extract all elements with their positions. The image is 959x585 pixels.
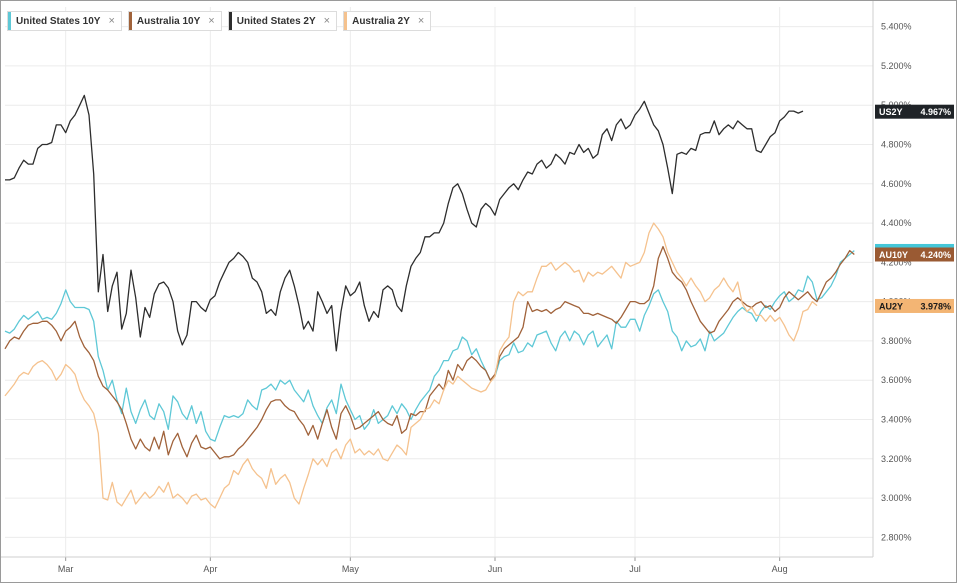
y-tick-label: 3.400% (881, 415, 912, 425)
legend-chip-au10y[interactable]: Australia 10Y × (127, 11, 222, 31)
legend-swatch (228, 12, 232, 30)
y-tick-label: 3.200% (881, 454, 912, 464)
y-tick-label: 4.800% (881, 140, 912, 150)
x-tick-label: Aug (772, 564, 788, 574)
legend-label: Australia 10Y (136, 15, 201, 27)
badge-value: 4.240% (920, 250, 951, 260)
badge-label: US2Y (879, 107, 903, 117)
series-line-us2y[interactable] (5, 94, 804, 352)
legend-chip-us10y[interactable]: United States 10Y × (7, 11, 122, 31)
y-tick-label: 3.800% (881, 336, 912, 346)
badge-label: AU2Y (879, 301, 903, 311)
close-icon[interactable]: × (108, 15, 115, 27)
y-tick-label: 5.400% (881, 22, 912, 32)
x-tick-label: Jul (629, 564, 641, 574)
legend-chip-us2y[interactable]: United States 2Y × (227, 11, 338, 31)
legend-label: Australia 2Y (352, 15, 410, 27)
y-tick-label: 4.400% (881, 218, 912, 228)
legend: United States 10Y × Australia 10Y × Unit… (7, 11, 432, 31)
close-icon[interactable]: × (208, 15, 215, 27)
y-tick-label: 5.200% (881, 61, 912, 71)
y-tick-label: 4.600% (881, 179, 912, 189)
y-tick-label: 2.800% (881, 532, 912, 542)
close-icon[interactable]: × (417, 15, 425, 27)
x-tick-label: Mar (58, 564, 74, 574)
x-tick-label: Apr (203, 564, 217, 574)
legend-swatch (344, 12, 348, 30)
price-badge-au10y: AU10Y 4.240% (875, 247, 954, 262)
y-tick-label: 3.600% (881, 375, 912, 385)
series-line-au10y[interactable] (4, 245, 855, 460)
series-line-au2y[interactable] (4, 222, 818, 509)
x-tick-label: Jun (488, 564, 503, 574)
badge-value: 4.967% (920, 107, 951, 117)
badge-label: AU10Y (879, 250, 908, 260)
legend-swatch (128, 12, 132, 30)
legend-chip-au2y[interactable]: Australia 2Y × (343, 11, 432, 31)
y-tick-label: 3.000% (881, 493, 912, 503)
badge-value: 3.978% (920, 301, 951, 311)
legend-swatch (8, 12, 11, 30)
series-line-us10y[interactable] (4, 250, 855, 442)
badge-bg (875, 247, 954, 262)
badge-bg (875, 298, 954, 313)
x-tick-label: May (342, 564, 360, 574)
price-badge-us2y: US2Y 4.967% (875, 104, 954, 119)
legend-label: United States 2Y (236, 15, 316, 27)
y-tick-label: 4.200% (881, 257, 912, 267)
close-icon[interactable]: × (323, 15, 331, 27)
badge-bg (875, 104, 954, 119)
legend-label: United States 10Y (16, 15, 101, 27)
price-badge-au2y: AU2Y 3.978% (875, 298, 954, 313)
